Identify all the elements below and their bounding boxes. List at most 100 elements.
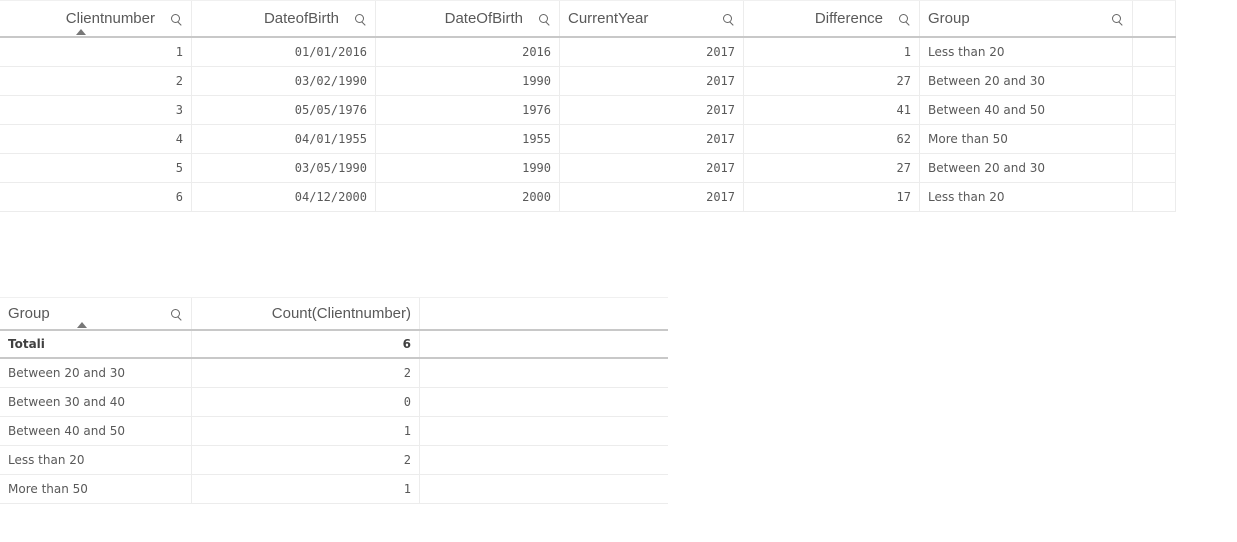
empty-column bbox=[420, 298, 668, 329]
table-cell: 6 bbox=[0, 183, 192, 211]
search-icon[interactable] bbox=[721, 12, 735, 26]
table-cell: 03/02/1990 bbox=[192, 67, 376, 95]
table-cell: 1955 bbox=[376, 125, 560, 153]
empty-column bbox=[1133, 1, 1176, 36]
table-cell: 4 bbox=[0, 125, 192, 153]
table-row: Between 40 and 50 1 bbox=[0, 417, 668, 446]
search-icon[interactable] bbox=[169, 12, 183, 26]
table-row: Between 20 and 30 2 bbox=[0, 359, 668, 388]
column-header-label: DateofBirth bbox=[263, 10, 339, 27]
table-row: Less than 20 2 bbox=[0, 446, 668, 475]
group-cell: Between 20 and 30 bbox=[0, 359, 192, 387]
group-cell: Between 30 and 40 bbox=[0, 388, 192, 416]
column-header-label: CurrentYear bbox=[568, 10, 649, 27]
column-header-label: Count(Clientnumber) bbox=[271, 305, 411, 322]
table-cell: 27 bbox=[744, 154, 920, 182]
column-header-clientnumber[interactable]: Clientnumber bbox=[0, 1, 192, 36]
empty-cell bbox=[1133, 183, 1176, 211]
empty-cell bbox=[420, 359, 668, 387]
header-row: Group Count(Clientnumber) bbox=[0, 297, 668, 331]
table-row: 3 05/05/1976 1976 2017 41 Between 40 and 50 bbox=[0, 96, 1176, 125]
table-cell: 1976 bbox=[376, 96, 560, 124]
empty-cell bbox=[1133, 38, 1176, 66]
empty-cell bbox=[420, 475, 668, 503]
table-cell: 03/05/1990 bbox=[192, 154, 376, 182]
count-cell: 2 bbox=[192, 446, 420, 474]
table-cell: 2017 bbox=[560, 67, 744, 95]
table-cell: 2016 bbox=[376, 38, 560, 66]
table-row: 5 03/05/1990 1990 2017 27 Between 20 and 30 bbox=[0, 154, 1176, 183]
table-cell: 2017 bbox=[560, 183, 744, 211]
group-cell: Less than 20 bbox=[0, 446, 192, 474]
table-cell: Less than 20 bbox=[920, 183, 1133, 211]
table-row: 1 01/01/2016 2016 2017 1 Less than 20 bbox=[0, 38, 1176, 67]
table-row: More than 50 1 bbox=[0, 475, 668, 504]
column-header-group[interactable]: Group bbox=[0, 298, 192, 329]
header-row: Clientnumber DateofBirth DateOfBirth Curren… bbox=[0, 0, 1176, 38]
table-cell: 27 bbox=[744, 67, 920, 95]
column-header-currentyear[interactable]: CurrentYear bbox=[560, 1, 744, 36]
column-header-label: Group bbox=[928, 10, 970, 27]
table-cell: 1 bbox=[744, 38, 920, 66]
table-cell: 1 bbox=[0, 38, 192, 66]
table-cell: Between 40 and 50 bbox=[920, 96, 1133, 124]
table-cell: 04/01/1955 bbox=[192, 125, 376, 153]
table-cell: 3 bbox=[0, 96, 192, 124]
table-cell: 62 bbox=[744, 125, 920, 153]
group-cell: Between 40 and 50 bbox=[0, 417, 192, 445]
column-header-dateofbirth[interactable]: DateofBirth bbox=[192, 1, 376, 36]
table-cell: 04/12/2000 bbox=[192, 183, 376, 211]
column-header-label: Difference bbox=[814, 10, 883, 27]
empty-cell bbox=[420, 417, 668, 445]
count-cell: 0 bbox=[192, 388, 420, 416]
count-cell: 1 bbox=[192, 417, 420, 445]
totals-row: Totali 6 bbox=[0, 331, 668, 359]
empty-cell bbox=[1133, 67, 1176, 95]
table-cell: Between 20 and 30 bbox=[920, 67, 1133, 95]
table-cell: 1990 bbox=[376, 67, 560, 95]
column-header-dateofbirth[interactable]: DateOfBirth bbox=[376, 1, 560, 36]
table-cell: Between 20 and 30 bbox=[920, 154, 1133, 182]
table-cell: 5 bbox=[0, 154, 192, 182]
count-cell: 1 bbox=[192, 475, 420, 503]
table-cell: 2017 bbox=[560, 125, 744, 153]
search-icon[interactable] bbox=[537, 12, 551, 26]
column-header-group[interactable]: Group bbox=[920, 1, 1133, 36]
empty-cell bbox=[1133, 96, 1176, 124]
table-cell: 17 bbox=[744, 183, 920, 211]
column-header-count[interactable]: Count(Clientnumber) bbox=[192, 298, 420, 329]
group-count-table: Group Count(Clientnumber) Totali 6 Between 2… bbox=[0, 297, 668, 504]
column-header-label: Clientnumber bbox=[65, 10, 155, 27]
totals-label: Totali bbox=[0, 331, 192, 357]
table-cell: 2017 bbox=[560, 96, 744, 124]
empty-cell bbox=[420, 446, 668, 474]
table-row: 2 03/02/1990 1990 2017 27 Between 20 and 30 bbox=[0, 67, 1176, 96]
table-cell: More than 50 bbox=[920, 125, 1133, 153]
column-header-label: DateOfBirth bbox=[444, 10, 523, 27]
totals-value: 6 bbox=[192, 331, 420, 357]
table-cell: 41 bbox=[744, 96, 920, 124]
table-cell: 01/01/2016 bbox=[192, 38, 376, 66]
search-icon[interactable] bbox=[353, 12, 367, 26]
search-icon[interactable] bbox=[897, 12, 911, 26]
count-cell: 2 bbox=[192, 359, 420, 387]
column-header-difference[interactable]: Difference bbox=[744, 1, 920, 36]
table-row: 4 04/01/1955 1955 2017 62 More than 50 bbox=[0, 125, 1176, 154]
clients-table: Clientnumber DateofBirth DateOfBirth Curren… bbox=[0, 0, 1176, 212]
empty-cell bbox=[420, 331, 668, 357]
table-cell: 1990 bbox=[376, 154, 560, 182]
table-cell: 2017 bbox=[560, 38, 744, 66]
empty-cell bbox=[420, 388, 668, 416]
table-cell: 2 bbox=[0, 67, 192, 95]
table-cell: 2000 bbox=[376, 183, 560, 211]
table-row: Between 30 and 40 0 bbox=[0, 388, 668, 417]
table-cell: 05/05/1976 bbox=[192, 96, 376, 124]
sort-ascending-icon bbox=[76, 29, 86, 35]
table-cell: 2017 bbox=[560, 154, 744, 182]
search-icon[interactable] bbox=[169, 307, 183, 321]
table-row: 6 04/12/2000 2000 2017 17 Less than 20 bbox=[0, 183, 1176, 212]
group-cell: More than 50 bbox=[0, 475, 192, 503]
search-icon[interactable] bbox=[1110, 12, 1124, 26]
empty-cell bbox=[1133, 125, 1176, 153]
table-cell: Less than 20 bbox=[920, 38, 1133, 66]
